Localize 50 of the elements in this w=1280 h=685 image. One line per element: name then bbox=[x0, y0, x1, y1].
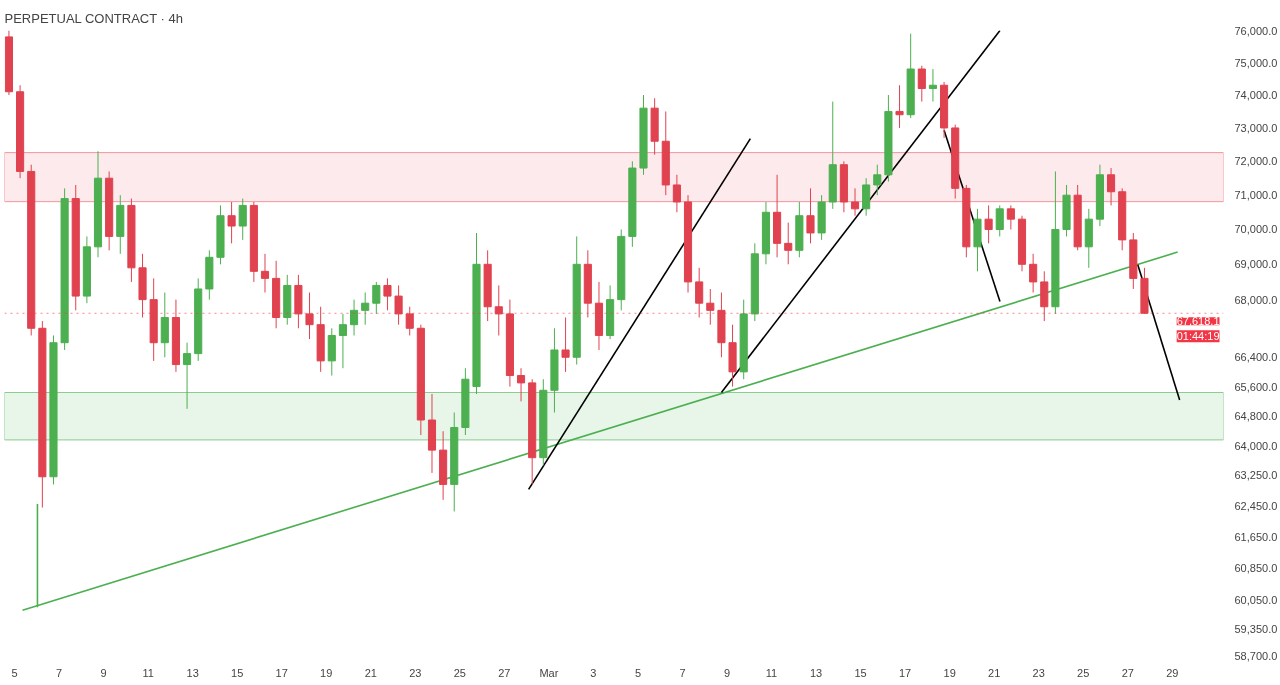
y-tick-label: 65,600.0 bbox=[1234, 380, 1278, 393]
x-tick-label: 3 bbox=[590, 666, 597, 679]
x-tick-label: 9 bbox=[100, 666, 107, 679]
y-tick-label: 76,000.0 bbox=[1234, 24, 1278, 37]
x-tick-label: 23 bbox=[409, 666, 422, 679]
y-tick-label: 75,000.0 bbox=[1234, 56, 1278, 69]
y-tick-label: 74,000.0 bbox=[1234, 89, 1278, 102]
x-tick-label: 15 bbox=[854, 666, 867, 679]
x-tick-label: 27 bbox=[498, 666, 511, 679]
y-tick-label: 68,000.0 bbox=[1234, 293, 1278, 306]
y-tick-label: 70,000.0 bbox=[1234, 223, 1278, 236]
x-tick-label: 5 bbox=[634, 666, 641, 679]
y-tick-label: 63,250.0 bbox=[1234, 468, 1278, 481]
x-tick-label: 7 bbox=[55, 666, 63, 679]
x-tick-label: 5 bbox=[11, 666, 18, 679]
chart-title: PERPETUAL CONTRACT · 4h bbox=[4, 10, 183, 26]
y-tick-label: 64,000.0 bbox=[1234, 440, 1278, 453]
y-tick-label: 66,400.0 bbox=[1234, 351, 1278, 364]
y-tick-label: 62,450.0 bbox=[1234, 499, 1278, 512]
x-tick-label: 21 bbox=[364, 666, 377, 679]
y-tick-label: 58,700.0 bbox=[1234, 649, 1278, 662]
y-tick-label: 60,850.0 bbox=[1234, 562, 1278, 575]
x-tick-label: Mar bbox=[539, 666, 559, 679]
y-tick-label: 72,000.0 bbox=[1234, 155, 1278, 168]
x-tick-label: 11 bbox=[142, 666, 154, 679]
x-tick-label: 23 bbox=[1032, 666, 1045, 679]
x-tick-label: 27 bbox=[1121, 666, 1134, 679]
x-tick-label: 13 bbox=[186, 666, 199, 679]
x-tick-label: 19 bbox=[320, 666, 333, 679]
x-tick-label: 11 bbox=[765, 666, 778, 679]
y-tick-label: 64,800.0 bbox=[1234, 410, 1278, 423]
x-tick-label: 17 bbox=[899, 666, 912, 679]
x-tick-label: 9 bbox=[723, 666, 731, 679]
y-tick-label: 71,000.0 bbox=[1234, 189, 1278, 202]
y-tick-label: 61,650.0 bbox=[1234, 530, 1278, 543]
x-tick-label: 29 bbox=[1166, 666, 1179, 679]
y-tick-label: 73,000.0 bbox=[1234, 121, 1278, 134]
x-tick-label: 21 bbox=[988, 666, 1001, 679]
ref-line-label: 67,618.1 bbox=[1176, 315, 1220, 328]
x-tick-label: 19 bbox=[943, 666, 956, 679]
annotation: 01:44:19 bbox=[1176, 330, 1220, 343]
x-tick-label: 25 bbox=[453, 666, 466, 679]
x-tick-label: 15 bbox=[231, 666, 244, 679]
x-tick-label: 25 bbox=[1077, 666, 1090, 679]
y-tick-label: 60,050.0 bbox=[1234, 594, 1278, 607]
x-tick-label: 7 bbox=[679, 666, 686, 679]
y-tick-label: 59,350.0 bbox=[1234, 622, 1278, 635]
y-tick-label: 69,000.0 bbox=[1234, 258, 1278, 271]
x-tick-label: 13 bbox=[809, 666, 823, 679]
x-tick-label: 17 bbox=[275, 666, 288, 679]
